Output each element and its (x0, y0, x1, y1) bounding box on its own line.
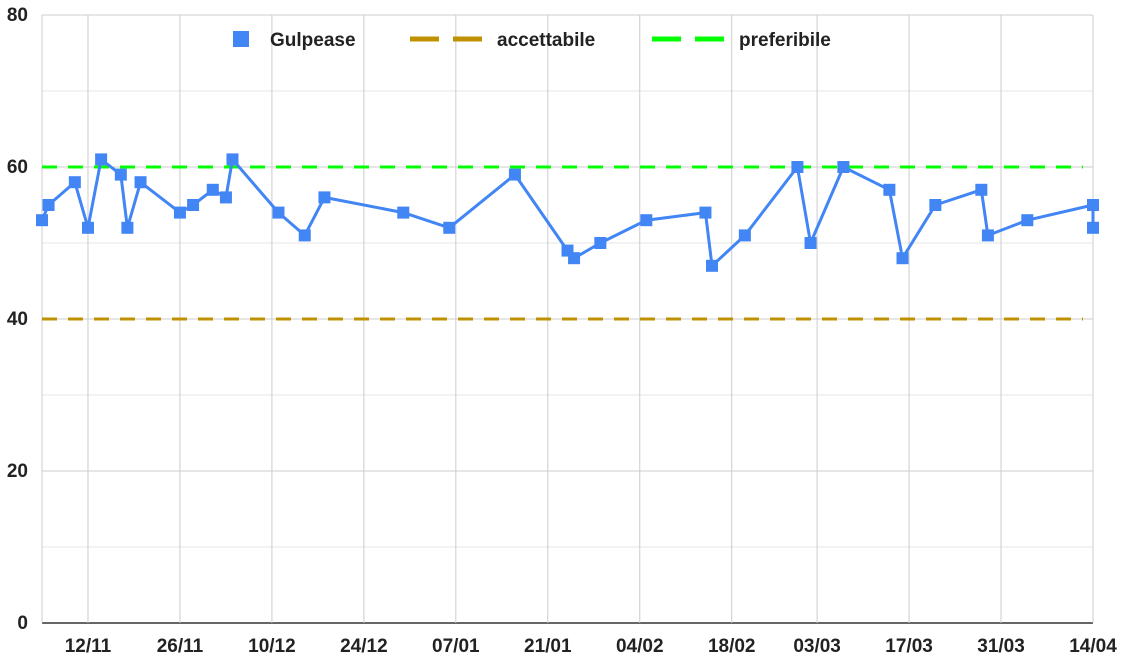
x-tick-label: 17/03 (885, 636, 933, 657)
data-point-marker (121, 221, 134, 234)
data-point-marker (219, 191, 232, 204)
data-point-marker (318, 191, 331, 204)
data-point-marker (837, 161, 850, 173)
data-point-marker (397, 206, 410, 219)
legend-marker-gulpease (233, 31, 249, 47)
data-point-marker (1087, 199, 1099, 211)
data-point-marker (443, 221, 456, 234)
data-point-marker (36, 214, 48, 227)
axis-labels: 0 20 40 60 80 12/11 26/11 10/12 24/12 07/01 21/01 0… (7, 5, 1117, 657)
x-tick-label: 21/01 (524, 636, 572, 657)
series-gulpease-markers (36, 153, 1099, 272)
data-point-marker (738, 229, 751, 242)
data-point-marker (896, 252, 909, 265)
x-tick-label: 12/11 (65, 636, 112, 657)
x-tick-label: 10/12 (248, 636, 296, 657)
data-point-marker (791, 161, 804, 173)
reference-lines (42, 165, 1083, 321)
data-point-marker (804, 237, 817, 249)
x-tick-label: 31/03 (977, 636, 1025, 657)
data-point-marker (95, 153, 108, 166)
x-tick-label: 03/03 (793, 636, 841, 657)
data-point-marker (706, 259, 719, 272)
data-point-marker (883, 183, 896, 196)
data-point-marker (134, 176, 147, 189)
x-tick-label: 04/02 (616, 636, 664, 657)
data-point-marker (699, 206, 712, 219)
x-tick-label: 07/01 (432, 636, 480, 657)
legend-label-accettabile: accettabile (497, 30, 595, 51)
data-point-marker (42, 199, 55, 211)
data-point-marker (975, 183, 988, 196)
data-point-marker (68, 176, 81, 189)
legend-label-preferibile: preferibile (739, 30, 831, 51)
data-point-marker (568, 252, 581, 265)
data-point-marker (1087, 221, 1099, 234)
data-point-marker (981, 229, 994, 242)
x-tick-label: 18/02 (708, 636, 756, 657)
x-tick-label: 24/12 (340, 636, 388, 657)
data-point-marker (298, 229, 311, 242)
data-point-marker (640, 214, 653, 227)
data-point-marker (272, 206, 285, 219)
data-point-marker (1021, 214, 1034, 227)
data-point-marker (929, 199, 942, 211)
y-tick-label: 60 (7, 157, 28, 178)
y-tick-label: 20 (7, 461, 28, 482)
data-point-marker (508, 168, 521, 181)
data-point-marker (187, 199, 200, 211)
data-point-marker (594, 237, 607, 249)
x-tick-label: 14/04 (1069, 636, 1117, 657)
legend: Gulpease accettabile preferibile (233, 30, 831, 51)
data-point-marker (206, 183, 219, 196)
y-tick-label: 0 (17, 613, 28, 634)
y-tick-label: 80 (7, 5, 28, 26)
x-tick-label: 26/11 (157, 636, 204, 657)
data-point-marker (173, 206, 186, 219)
data-point-marker (114, 168, 127, 181)
y-tick-label: 40 (7, 309, 28, 330)
data-point-marker (81, 221, 94, 234)
legend-label-gulpease: Gulpease (270, 30, 356, 51)
data-point-marker (226, 153, 239, 166)
